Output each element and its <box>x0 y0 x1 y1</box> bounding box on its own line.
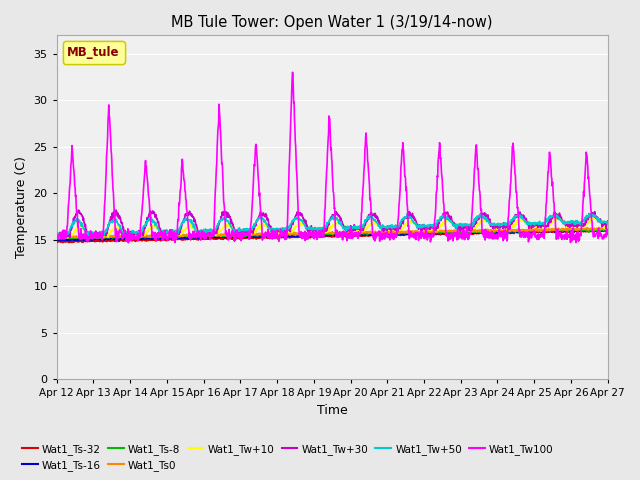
Y-axis label: Temperature (C): Temperature (C) <box>15 156 28 258</box>
Legend: MB_tule: MB_tule <box>63 41 125 64</box>
Title: MB Tule Tower: Open Water 1 (3/19/14-now): MB Tule Tower: Open Water 1 (3/19/14-now… <box>172 15 493 30</box>
Legend: Wat1_Ts-32, Wat1_Ts-16, Wat1_Ts-8, Wat1_Ts0, Wat1_Tw+10, Wat1_Tw+30, Wat1_Tw+50,: Wat1_Ts-32, Wat1_Ts-16, Wat1_Ts-8, Wat1_… <box>18 439 558 475</box>
X-axis label: Time: Time <box>317 404 348 417</box>
